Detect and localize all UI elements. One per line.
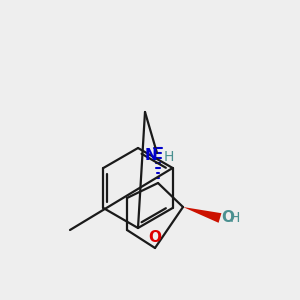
Text: H: H <box>230 211 240 225</box>
Text: O: O <box>148 230 161 245</box>
Text: O: O <box>221 211 234 226</box>
Polygon shape <box>183 207 221 223</box>
Text: N: N <box>144 148 157 163</box>
Text: H: H <box>164 150 174 164</box>
